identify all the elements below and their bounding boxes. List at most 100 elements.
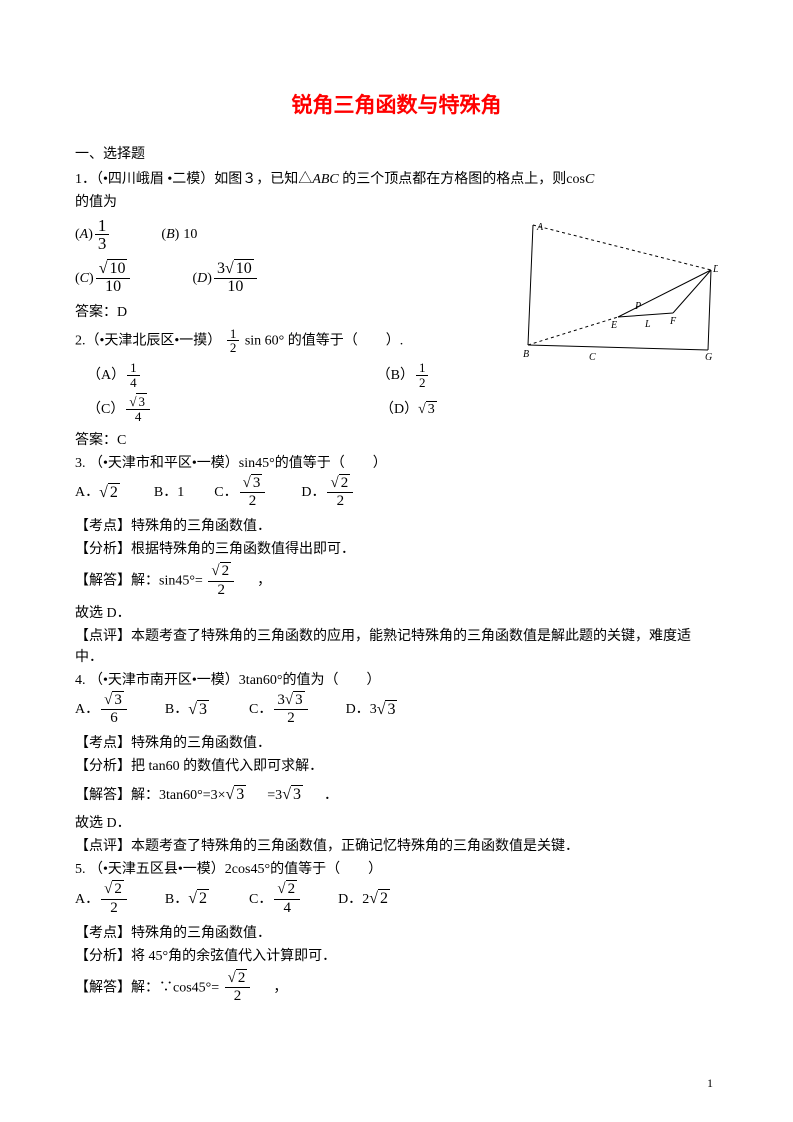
q5-opts: A． 2 2 B． 2 C． 2 4 D． 2 2 <box>75 882 718 917</box>
q4-jieda-eq: =3 <box>267 788 282 803</box>
q4-jieda: 【解答】解：3tan60°=3×3 =33 ． <box>75 783 718 807</box>
q3-jieda: 【解答】解：sin45°= 2 2 ， <box>75 564 718 599</box>
q1-optA-label: (A) <box>75 224 93 245</box>
q2-D-rad: 3 <box>426 401 437 417</box>
q4-C: 33 2 <box>274 693 307 728</box>
q5-A: 2 2 <box>101 882 127 917</box>
q4-A-rad: 3 <box>112 691 124 708</box>
q1-optD-label: (D) <box>192 268 211 289</box>
q3-guxuan: 故选 D． <box>75 603 718 624</box>
q3-C-label: C． <box>214 482 237 503</box>
q1-stem-pre: 1．（•四川峨眉 •二模）如图３，已知△ <box>75 172 312 187</box>
q4-guxuan: 故选 D． <box>75 813 718 834</box>
svg-text:E: E <box>610 320 617 331</box>
q4-C-label: C． <box>249 699 272 720</box>
q2-mid: sin 60° <box>245 333 284 348</box>
q3-C: 3 2 <box>240 476 266 511</box>
q5-jieda-frac: 2 2 <box>225 971 251 1006</box>
q1-D-den: 10 <box>214 279 257 296</box>
q3-jieda-post: ， <box>257 574 271 589</box>
q4-jieda-end: ． <box>324 788 338 803</box>
q3-fenxi: 【分析】根据特殊角的三角函数值得出即可． <box>75 539 718 560</box>
q3-dianping: 【点评】本题考查了特殊角的三角函数的应用，能熟记特殊角的三角函数值是解此题的关键… <box>75 626 718 668</box>
q5-kaodian: 【考点】特殊角的三角函数值． <box>75 923 718 944</box>
q1-D-rad: 10 <box>234 259 254 277</box>
q1-stem-line2: 的值为 <box>75 192 718 213</box>
q5-B-label: B． <box>165 889 188 910</box>
q2-B-num: 1 <box>416 361 429 376</box>
svg-text:G: G <box>705 352 712 360</box>
q3-opts: A． 2 B．1 C． 3 2 D． 2 2 <box>75 476 718 511</box>
q3-D-label: D． <box>301 482 325 503</box>
q1-A-den: 3 <box>95 235 110 253</box>
q2-C-label: （C） <box>87 399 124 420</box>
q1-A-num: 1 <box>95 217 110 236</box>
q3-kaodian: 【考点】特殊角的三角函数值． <box>75 516 718 537</box>
q1-optC-label: (C) <box>75 268 94 289</box>
q5-jieda-den: 2 <box>225 988 251 1005</box>
q2-row2: （C） 3 4 （D） 3 <box>87 395 718 423</box>
q4-opts: A． 3 6 B． 3 C． 33 2 D． 3 3 <box>75 693 718 728</box>
q4-B-rad: 3 <box>197 700 209 718</box>
page-title: 锐角三角函数与特殊角 <box>75 90 718 122</box>
q5-C-rad: 2 <box>286 880 298 897</box>
q3-D: 2 2 <box>327 476 353 511</box>
svg-text:B: B <box>523 349 529 360</box>
q5-D-coef: 2 <box>362 889 369 910</box>
q1-cos: cos <box>566 172 585 187</box>
q2-C-rad: 3 <box>136 393 147 409</box>
q2-row1: （A） 1 4 （B） 1 2 <box>87 361 718 389</box>
q1-C-den: 10 <box>96 279 131 296</box>
q5-C-label: C． <box>249 889 272 910</box>
q4-C-coef: 3 <box>277 692 285 708</box>
q3-A-label: A． <box>75 482 99 503</box>
q3-D-den: 2 <box>327 493 353 510</box>
q2-pre: 2.（•天津北辰区•一摸） <box>75 333 221 348</box>
q2-post: 的值等于（ ）. <box>284 333 403 348</box>
q4-A-label: A． <box>75 699 99 720</box>
q5-A-label: A． <box>75 889 99 910</box>
q3-C-den: 2 <box>240 493 266 510</box>
q3-B-label: B． <box>154 482 177 503</box>
svg-text:D: D <box>712 264 718 275</box>
q4-D-label: D． <box>346 699 370 720</box>
q5-B-rad: 2 <box>197 889 209 907</box>
q5-A-rad: 2 <box>112 880 124 897</box>
q4-fenxi: 【分析】把 tan60 的数值代入即可求解． <box>75 756 718 777</box>
q2-A-den: 4 <box>127 376 140 390</box>
q1-C-rad: 10 <box>107 259 127 277</box>
q5-D-label: D． <box>338 889 362 910</box>
q4-dianping: 【点评】本题考查了特殊角的三角函数值，正确记忆特殊角的三角函数值是关键． <box>75 836 718 857</box>
q4-D: 3 <box>377 698 398 722</box>
q1-optD-frac: 3 10 10 <box>214 261 257 296</box>
q5-B: 2 <box>188 887 209 911</box>
q1-optA-frac: 1 3 <box>95 217 110 254</box>
q3-stem: 3. （•天津市和平区•一模）sin45°的值等于（ ） <box>75 453 718 474</box>
page-number: 1 <box>707 1074 713 1092</box>
q2-coef-num: 1 <box>227 327 240 342</box>
q5-jieda-post: ， <box>273 980 287 995</box>
q1-abc: ABC <box>312 172 338 187</box>
q2-C: 3 4 <box>126 395 150 423</box>
q1-figure: A B C D E F G L P <box>523 220 718 360</box>
q4-C-den: 2 <box>274 710 307 727</box>
q2-B-label: （B） <box>377 365 414 386</box>
q2-answer: 答案：C <box>75 430 718 451</box>
q1-optC-frac: 10 10 <box>96 261 131 296</box>
svg-text:L: L <box>644 319 651 330</box>
q1-D-coef: 3 <box>217 260 225 277</box>
q4-A: 3 6 <box>101 693 127 728</box>
q1-stem-post: 的三个顶点都在方格图的格点上，则 <box>339 172 567 187</box>
q2-coef-den: 2 <box>227 341 240 355</box>
q5-C: 2 4 <box>274 882 300 917</box>
q4-kaodian: 【考点】特殊角的三角函数值． <box>75 733 718 754</box>
q2-B-den: 2 <box>416 376 429 390</box>
q5-stem: 5. （•天津五区县•一模）2cos45°的值等于（ ） <box>75 859 718 880</box>
q1-stem-line1: 1．（•四川峨眉 •二模）如图３，已知△ABC 的三个顶点都在方格图的格点上，则… <box>75 169 718 190</box>
svg-text:P: P <box>634 301 641 312</box>
svg-text:F: F <box>669 316 677 327</box>
q4-stem: 4. （•天津市南开区•一模）3tan60°的值为（ ） <box>75 670 718 691</box>
q4-B-label: B． <box>165 699 188 720</box>
q4-jieda-r1: 3 <box>226 783 247 807</box>
q2-D-label: （D） <box>380 399 418 420</box>
